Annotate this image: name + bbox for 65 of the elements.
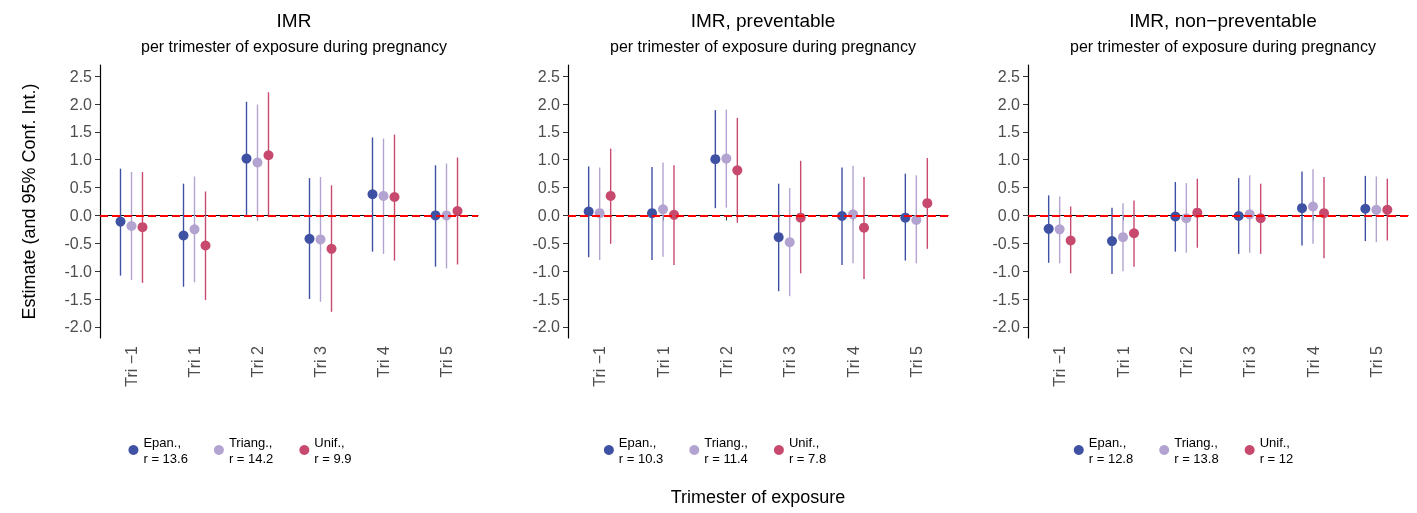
y-tick-label: 0.5 xyxy=(537,179,561,197)
legend-label: Triang., r = 14.2 xyxy=(228,434,274,466)
y-tick-label: 2.5 xyxy=(69,67,93,85)
y-tick-label: -1.0 xyxy=(532,262,561,280)
y-tick-label: 2.0 xyxy=(997,95,1021,113)
legend-label: Epan., r = 10.3 xyxy=(618,434,664,466)
y-tick-label: 0.5 xyxy=(997,179,1021,197)
chart-subtitle: per trimester of exposure during pregnancy xyxy=(141,37,447,55)
x-tick-label: Tri 2 xyxy=(1177,345,1195,378)
chart-title: IMR, non−preventable xyxy=(1129,10,1317,31)
x-tick-label: Tri 5 xyxy=(438,345,455,378)
legend-label: Epan., r = 12.8 xyxy=(1088,434,1134,466)
x-tick-label: Tri −1 xyxy=(123,345,140,387)
y-tick-label: -1.5 xyxy=(992,290,1021,308)
y-tick-label: -1.5 xyxy=(532,290,561,308)
y-tick-label: -2.0 xyxy=(992,318,1021,336)
x-tick-label: Tri 3 xyxy=(781,345,799,378)
x-tick-label: Tri 4 xyxy=(1304,345,1322,378)
x-tick-label: Tri 1 xyxy=(186,345,203,378)
y-tick-label: 1.0 xyxy=(537,151,561,169)
y-tick-label: -2.0 xyxy=(532,318,561,336)
y-tick-label: -1.0 xyxy=(992,262,1021,280)
y-tick-label: 1.5 xyxy=(537,123,561,141)
legend-label: Unif., r = 9.9 xyxy=(314,434,352,466)
chart-subtitle: per trimester of exposure during pregnancy xyxy=(1070,37,1376,55)
x-tick-label: Tri 3 xyxy=(312,345,329,378)
chart-title: IMR xyxy=(276,10,312,31)
x-tick-label: Tri 2 xyxy=(717,345,735,378)
x-tick-label: Tri −1 xyxy=(591,345,609,387)
x-tick-label: Tri 3 xyxy=(1241,345,1259,378)
y-tick-label: -0.5 xyxy=(532,234,561,252)
legend-label: Unif., r = 7.8 xyxy=(788,434,827,466)
y-tick-label: -1.0 xyxy=(64,262,93,280)
x-tick-label: Tri 1 xyxy=(654,345,672,378)
y-tick-label: 2.5 xyxy=(537,67,561,85)
x-tick-label: Tri 2 xyxy=(249,345,266,378)
y-tick-label: 2.5 xyxy=(997,67,1021,85)
y-tick-label: 0.0 xyxy=(69,206,93,224)
chart-subtitle: per trimester of exposure during pregnancy xyxy=(610,37,916,55)
y-tick-label: -1.5 xyxy=(64,290,93,308)
y-tick-label: -0.5 xyxy=(992,234,1021,252)
legend-label: Unif., r = 12 xyxy=(1259,434,1294,466)
x-axis-title: Trimester of exposure xyxy=(670,487,846,507)
chart-title: IMR, preventable xyxy=(690,10,836,31)
legend-label: Triang., r = 13.8 xyxy=(1174,434,1219,466)
y-tick-label: 2.0 xyxy=(537,95,561,113)
y-tick-label: 1.0 xyxy=(69,151,93,169)
y-tick-label: 1.0 xyxy=(997,151,1021,169)
x-tick-label: Tri −1 xyxy=(1051,345,1069,387)
x-tick-label: Tri 1 xyxy=(1114,345,1132,378)
y-tick-label: 2.0 xyxy=(69,95,93,113)
y-tick-label: -2.0 xyxy=(64,318,93,336)
x-tick-label: Tri 4 xyxy=(844,345,862,378)
x-tick-label: Tri 5 xyxy=(1367,345,1385,378)
y-tick-label: 0.5 xyxy=(69,179,93,197)
legend-label: Epan., r = 13.6 xyxy=(143,434,188,466)
y-tick-label: 0.0 xyxy=(537,206,561,224)
y-tick-label: -0.5 xyxy=(64,234,93,252)
legend-label: Triang., r = 11.4 xyxy=(704,434,748,466)
y-tick-label: 1.5 xyxy=(69,123,93,141)
x-tick-label: Tri 4 xyxy=(375,345,392,378)
y-tick-label: 1.5 xyxy=(997,123,1021,141)
y-tick-label: 0.0 xyxy=(997,206,1021,224)
y-axis-title: Estimate (and 95% Conf. Int.) xyxy=(19,83,39,320)
x-tick-label: Tri 5 xyxy=(907,345,925,378)
